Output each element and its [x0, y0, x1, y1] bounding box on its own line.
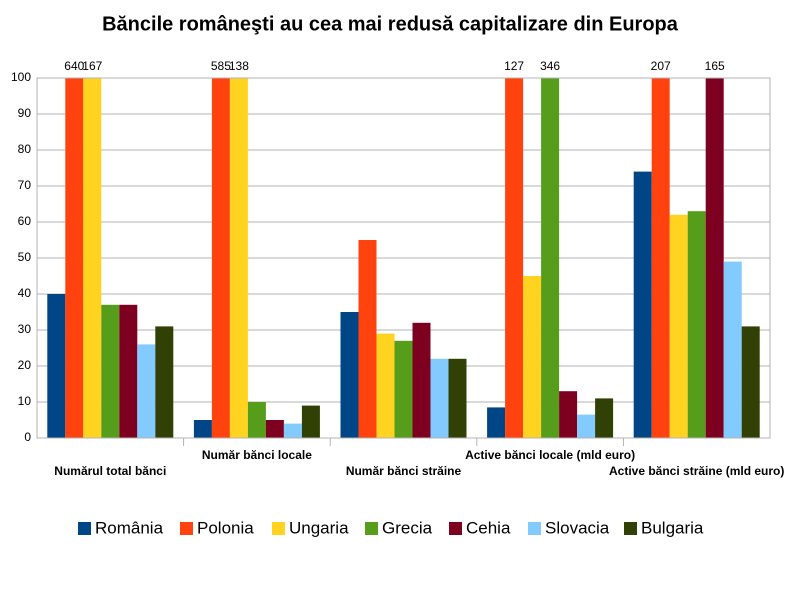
value-label: 585: [211, 59, 231, 73]
bar: [340, 312, 359, 438]
bar: [523, 276, 542, 438]
legend-swatch: [272, 522, 285, 535]
value-label: 207: [651, 59, 671, 73]
value-label: 167: [82, 59, 102, 73]
bar: [358, 240, 377, 438]
bar: [541, 78, 560, 438]
legend-label: Bulgaria: [641, 518, 704, 537]
bar: [229, 78, 248, 438]
bar: [101, 304, 120, 438]
legend-label: Polonia: [197, 518, 254, 537]
bar: [430, 358, 449, 438]
bar: [651, 78, 670, 438]
bar: [137, 344, 156, 438]
legend-swatch: [528, 522, 541, 535]
y-tick-label: 100: [11, 70, 31, 84]
y-tick-label: 60: [18, 214, 32, 228]
bar: [633, 171, 652, 438]
bar: [394, 340, 413, 438]
y-tick-label: 10: [18, 394, 32, 408]
y-tick-label: 20: [18, 358, 32, 372]
bar: [487, 407, 506, 438]
legend-label: România: [95, 518, 164, 537]
x-tick-label: Număr bănci străine: [346, 464, 462, 478]
legend-swatch: [180, 522, 193, 535]
legend-label: Cehia: [466, 518, 511, 537]
bar: [559, 391, 578, 438]
labels: 0 10 20 30 40 50 60 70 80 90 100 Numărul total bănc…: [11, 59, 784, 537]
value-label: 127: [504, 59, 524, 73]
y-tick-label: 90: [18, 106, 32, 120]
bar: [247, 402, 266, 438]
x-tick-label: Număr bănci locale: [202, 448, 312, 462]
bar: [741, 326, 760, 438]
bar: [211, 78, 230, 438]
bars: [47, 78, 760, 438]
y-tick-label: 30: [18, 322, 32, 336]
y-tick-label: 70: [18, 178, 32, 192]
value-label: 346: [540, 59, 560, 73]
bar: [705, 78, 724, 438]
bar: [301, 405, 320, 438]
bar: [687, 211, 706, 438]
y-tick-label: 40: [18, 286, 32, 300]
bar: [47, 294, 66, 438]
bar: [265, 420, 284, 438]
legend-label: Slovacia: [545, 518, 610, 537]
y-tick-label: 80: [18, 142, 32, 156]
value-label: 640: [64, 59, 84, 73]
bar: [412, 322, 431, 438]
bar: [505, 78, 524, 438]
value-label: 165: [705, 59, 725, 73]
bar: [193, 420, 212, 438]
legend-swatch: [624, 522, 637, 535]
bar: [155, 326, 174, 438]
legend-swatch: [449, 522, 462, 535]
bar: [83, 78, 102, 438]
bar: [119, 304, 138, 438]
value-label: 138: [229, 59, 249, 73]
x-tick-label: Numărul total bănci: [54, 464, 166, 478]
bar: [65, 78, 84, 438]
legend-swatch: [78, 522, 91, 535]
legend-label: Ungaria: [289, 518, 349, 537]
bar: [669, 214, 688, 438]
bar: [577, 414, 596, 438]
legend-label: Grecia: [382, 518, 433, 537]
x-tick-label: Active bănci locale (mld euro): [465, 448, 635, 462]
bar: [448, 358, 467, 438]
y-tick-label: 50: [18, 250, 32, 264]
bar: [595, 398, 614, 438]
bar: [283, 423, 302, 438]
x-tick-label: Active bănci străine (mld euro): [609, 464, 784, 478]
chart-title: Băncile româneşti au cea mai redusă capi…: [102, 13, 679, 35]
bar: [376, 333, 395, 438]
legend-swatch: [365, 522, 378, 535]
bar: [723, 261, 742, 438]
plot-frame: [36, 77, 771, 439]
y-tick-label: 0: [24, 430, 31, 444]
